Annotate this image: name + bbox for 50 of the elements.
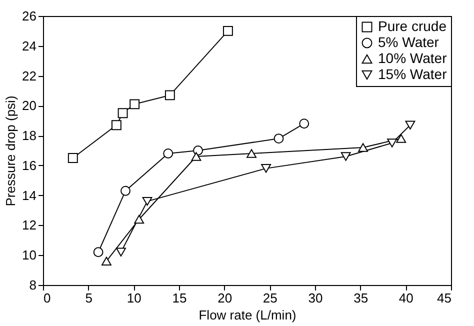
x-tick-label: 10 [126,290,142,306]
point [191,152,202,161]
y-tick-label: 14 [22,188,36,203]
point [387,138,398,148]
legend-label: 10% Water [378,50,448,66]
point [164,90,175,100]
point [274,134,284,144]
x-tick-label: 40 [398,290,414,306]
point [68,153,78,163]
y-tick-label: 24 [22,38,36,54]
y-tick-label: 8 [29,278,36,292]
point [130,99,140,110]
y-axis-title: Pressure drop (psi) [3,96,18,206]
point [405,120,416,130]
x-tick-label: 30 [308,290,323,306]
point [118,108,128,118]
y-tick-label: 10 [22,248,36,263]
point [116,248,126,256]
point [299,118,310,129]
legend-label: 5% Water [378,34,440,50]
point [340,152,351,161]
y-tick-label: 22 [22,68,36,84]
point [193,146,204,156]
x-tick-label: 25 [262,290,278,306]
point [120,186,130,196]
point [101,256,112,266]
point [134,214,144,224]
legend-label: Pure crude [378,18,447,34]
point [222,26,233,36]
point [142,196,152,206]
y-tick-label: 20 [22,98,36,114]
legend-label: 15% Water [378,66,448,82]
y-tick-label: 12 [22,218,36,233]
x-tick-label: 35 [354,290,368,306]
x-tick-label: 20 [218,290,232,306]
point [358,143,368,152]
point [246,149,257,158]
x-tick-label: 15 [172,290,187,306]
x-tick-label: 45 [437,290,452,306]
point [261,164,272,173]
x-axis-title: Flow rate (L/min) [198,308,296,322]
y-tick-label: 18 [22,128,36,144]
y-tick-label: 16 [22,158,36,173]
point [163,148,174,158]
point [93,247,104,258]
x-tick-label: 5 [85,290,92,306]
point [111,120,122,130]
x-tick-label: 0 [44,290,51,306]
point [396,134,406,143]
y-tick-label: 26 [22,8,36,24]
